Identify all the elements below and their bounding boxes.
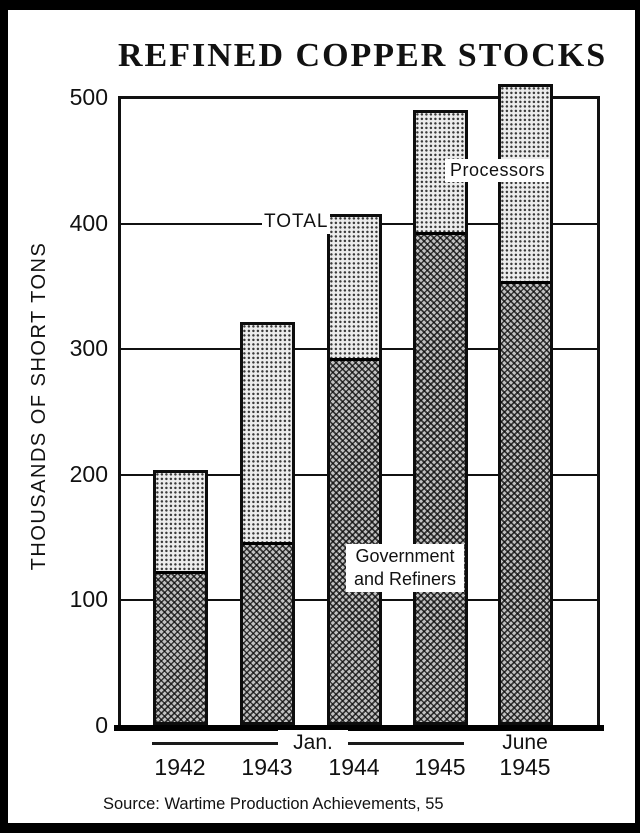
segment-government-and-refiners [155,571,205,722]
bar-jan-1944 [326,214,382,725]
y-axis-line [118,96,121,725]
y-tick-label-300: 300 [69,335,108,362]
x-tick-label-1944: 1944 [328,754,380,780]
bar-june-1945 [497,84,553,725]
plot-area [118,84,600,725]
bar-jan-1945 [412,110,468,725]
segment-government-and-refiners [415,232,465,722]
segment-government-and-refiners [329,358,379,722]
chart-title: REFINED COPPER STOCKS [118,36,608,74]
y-tick-label-500: 500 [69,84,108,110]
y-tick-label-100: 100 [69,586,108,613]
government-series-label-line1: Government [355,546,455,566]
x-axis-line [114,725,604,731]
plot-frame-right-line [597,96,600,725]
processors-series-label: Processors [445,159,551,182]
segment-government-and-refiners [242,542,292,722]
total-annotation: TOTAL [262,210,331,234]
segment-government-and-refiners [500,281,550,722]
y-axis-title: THOUSANDS OF SHORT TONS [28,241,50,571]
x-tick-label-1942: 1942 [154,754,206,780]
government-series-label: Government and Refiners [346,544,464,592]
x-tick-label-1943: 1943 [241,754,293,780]
y-tick-label-400: 400 [69,209,108,236]
bar-jan-1942 [152,470,208,725]
x-axis-group-label-jan: Jan. [278,730,348,755]
government-series-label-line2: and Refiners [353,569,457,589]
y-tick-label-0: 0 [95,712,108,738]
x-tick-label-june-1945: 1945 [499,754,551,780]
bar-jan-1943 [239,322,295,725]
y-tick-label-200: 200 [69,460,108,487]
x-axis-group-label-june: June [502,731,548,754]
plot-frame-top-line [118,96,600,99]
x-tick-label-1945: 1945 [414,754,466,780]
source-citation: Source: Wartime Production Achievements,… [103,795,444,813]
